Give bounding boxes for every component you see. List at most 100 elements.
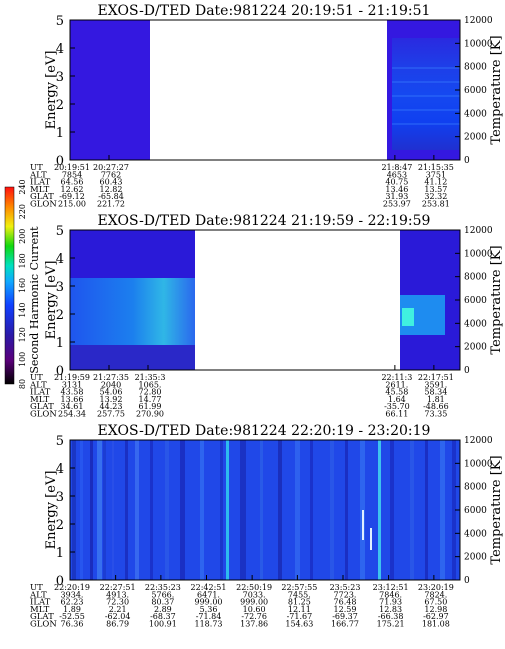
table-cell: 7846. [379, 590, 402, 599]
table-cell: -48.66 [423, 402, 449, 411]
table-cell: 21:35:3 [135, 373, 166, 382]
y-tick-label: 4 [56, 462, 64, 477]
table-cell: 3934. [61, 590, 84, 599]
row-label: ALT [29, 380, 47, 390]
table-cell: 62.23 [61, 598, 84, 607]
row-label: UT [30, 373, 43, 383]
panel-3-data-stripe [278, 440, 282, 580]
table-cell: 5.36 [200, 605, 218, 614]
table-cell: 14.77 [139, 395, 162, 404]
table-cell: 100.91 [149, 620, 177, 629]
panel-3-data-stripe [452, 440, 456, 580]
table-cell: 41.12 [424, 178, 447, 187]
row-label: GLON [30, 410, 57, 420]
y-tick-label: 2 [56, 308, 64, 323]
panel-1-title: EXOS-D/TED Date:981224 20:19:51 - 21:19:… [98, 3, 431, 19]
colorbar-tick-label: 120 [18, 327, 27, 342]
panel-3-data-stripe [220, 440, 223, 580]
table-cell: 67.50 [424, 598, 447, 607]
panel-3-data-stripe [135, 440, 139, 580]
y2-tick-label: 0 [464, 366, 470, 376]
table-cell: 118.73 [195, 620, 223, 629]
table-cell: 34.61 [61, 402, 84, 411]
table-cell: 22:57:55 [281, 583, 317, 592]
y2-tick-label: 10000 [464, 459, 493, 469]
panel-3-data-stripe [240, 440, 246, 580]
table-cell: 13.46 [385, 185, 408, 194]
panel-1-data-band [392, 38, 460, 150]
panel-1-ylabel: Energy [eV] [44, 51, 59, 130]
colorbar-tick-label: 160 [18, 278, 27, 293]
table-cell: 54.06 [100, 388, 123, 397]
table-cell: 81.25 [288, 598, 311, 607]
row-label: ILAT [30, 598, 51, 608]
table-cell: 999.00 [195, 598, 223, 607]
table-cell: 22:20:19 [54, 583, 90, 592]
table-cell: 137.86 [240, 620, 268, 629]
table-cell: -69.37 [332, 612, 358, 621]
panel-3-data-stripe [112, 440, 114, 580]
panel-3-data-stripe [260, 440, 263, 580]
panel-3-ylabel: Energy [eV] [44, 471, 59, 550]
table-cell: 5766. [151, 590, 174, 599]
y-tick-label: 0 [56, 154, 64, 169]
y2-tick-label: 8000 [464, 63, 487, 73]
colorbar-tick-label: 240 [18, 179, 27, 194]
table-cell: 72.80 [139, 388, 162, 397]
panel-3-data-stripe [103, 440, 106, 580]
y-tick-label: 5 [56, 14, 64, 29]
panel-1-data-block-1 [70, 20, 150, 160]
table-cell: 7723. [334, 590, 357, 599]
y2-tick-label: 2000 [464, 553, 487, 563]
table-cell: 12.82 [100, 185, 123, 194]
row-label: ILAT [30, 388, 51, 398]
y-tick-label: 3 [56, 490, 64, 505]
row-label: GLON [30, 620, 57, 630]
panel-3-data-stripe [72, 440, 76, 580]
table-cell: 4913. [106, 590, 129, 599]
table-cell: 64.56 [61, 178, 84, 187]
table-cell: -69.12 [59, 192, 85, 201]
colorbar-tick-label: 220 [18, 204, 27, 219]
table-cell: 3591. [424, 380, 447, 389]
table-cell: 7854 [62, 170, 82, 179]
colorbar-tick-label: 100 [18, 352, 27, 367]
panel-3-data-stripe [440, 440, 445, 580]
y-tick-label: 0 [56, 574, 64, 589]
table-cell: 2.21 [109, 605, 127, 614]
table-cell: -35.70 [384, 402, 410, 411]
panel-3-data-stripe [90, 440, 93, 580]
y-tick-label: 2 [56, 518, 64, 533]
panel-2-data-band [70, 278, 195, 358]
table-cell: 20:19:51 [54, 163, 90, 172]
y2-tick-label: 6000 [464, 296, 487, 306]
table-cell: 40.75 [385, 178, 408, 187]
panel-3: EXOS-D/TED Date:981224 22:20:19 - 23:20:… [29, 423, 504, 630]
y-tick-label: 1 [56, 336, 64, 351]
table-cell: 12.83 [379, 605, 402, 614]
table-cell: 86.79 [106, 620, 129, 629]
table-cell: 253.81 [422, 200, 450, 209]
y-tick-label: 5 [56, 434, 64, 449]
table-cell: 13.57 [424, 185, 447, 194]
row-label: ILAT [30, 178, 51, 188]
panel-3-data-stripe [80, 440, 83, 580]
table-cell: -71.67 [287, 612, 313, 621]
table-cell: 1.64 [388, 395, 406, 404]
table-cell: 22:27:51 [100, 583, 136, 592]
table-cell: 22:17:51 [418, 373, 454, 382]
table-cell: 3751 [426, 170, 446, 179]
panel-3-data-stripe [180, 440, 185, 580]
table-cell: 1065. [139, 380, 162, 389]
panel-2-title: EXOS-D/TED Date:981224 21:19:59 - 22:19:… [98, 213, 431, 229]
y2-tick-label: 2000 [464, 133, 487, 143]
y2-tick-label: 8000 [464, 483, 487, 493]
table-cell: 7455. [288, 590, 311, 599]
y-tick-label: 3 [56, 280, 64, 295]
table-cell: -72.76 [241, 612, 267, 621]
table-cell: 12.98 [424, 605, 447, 614]
panel-3-data-stripe [330, 440, 334, 580]
panel-3-data-stripe [200, 440, 204, 580]
row-label: GLAT [30, 402, 54, 412]
